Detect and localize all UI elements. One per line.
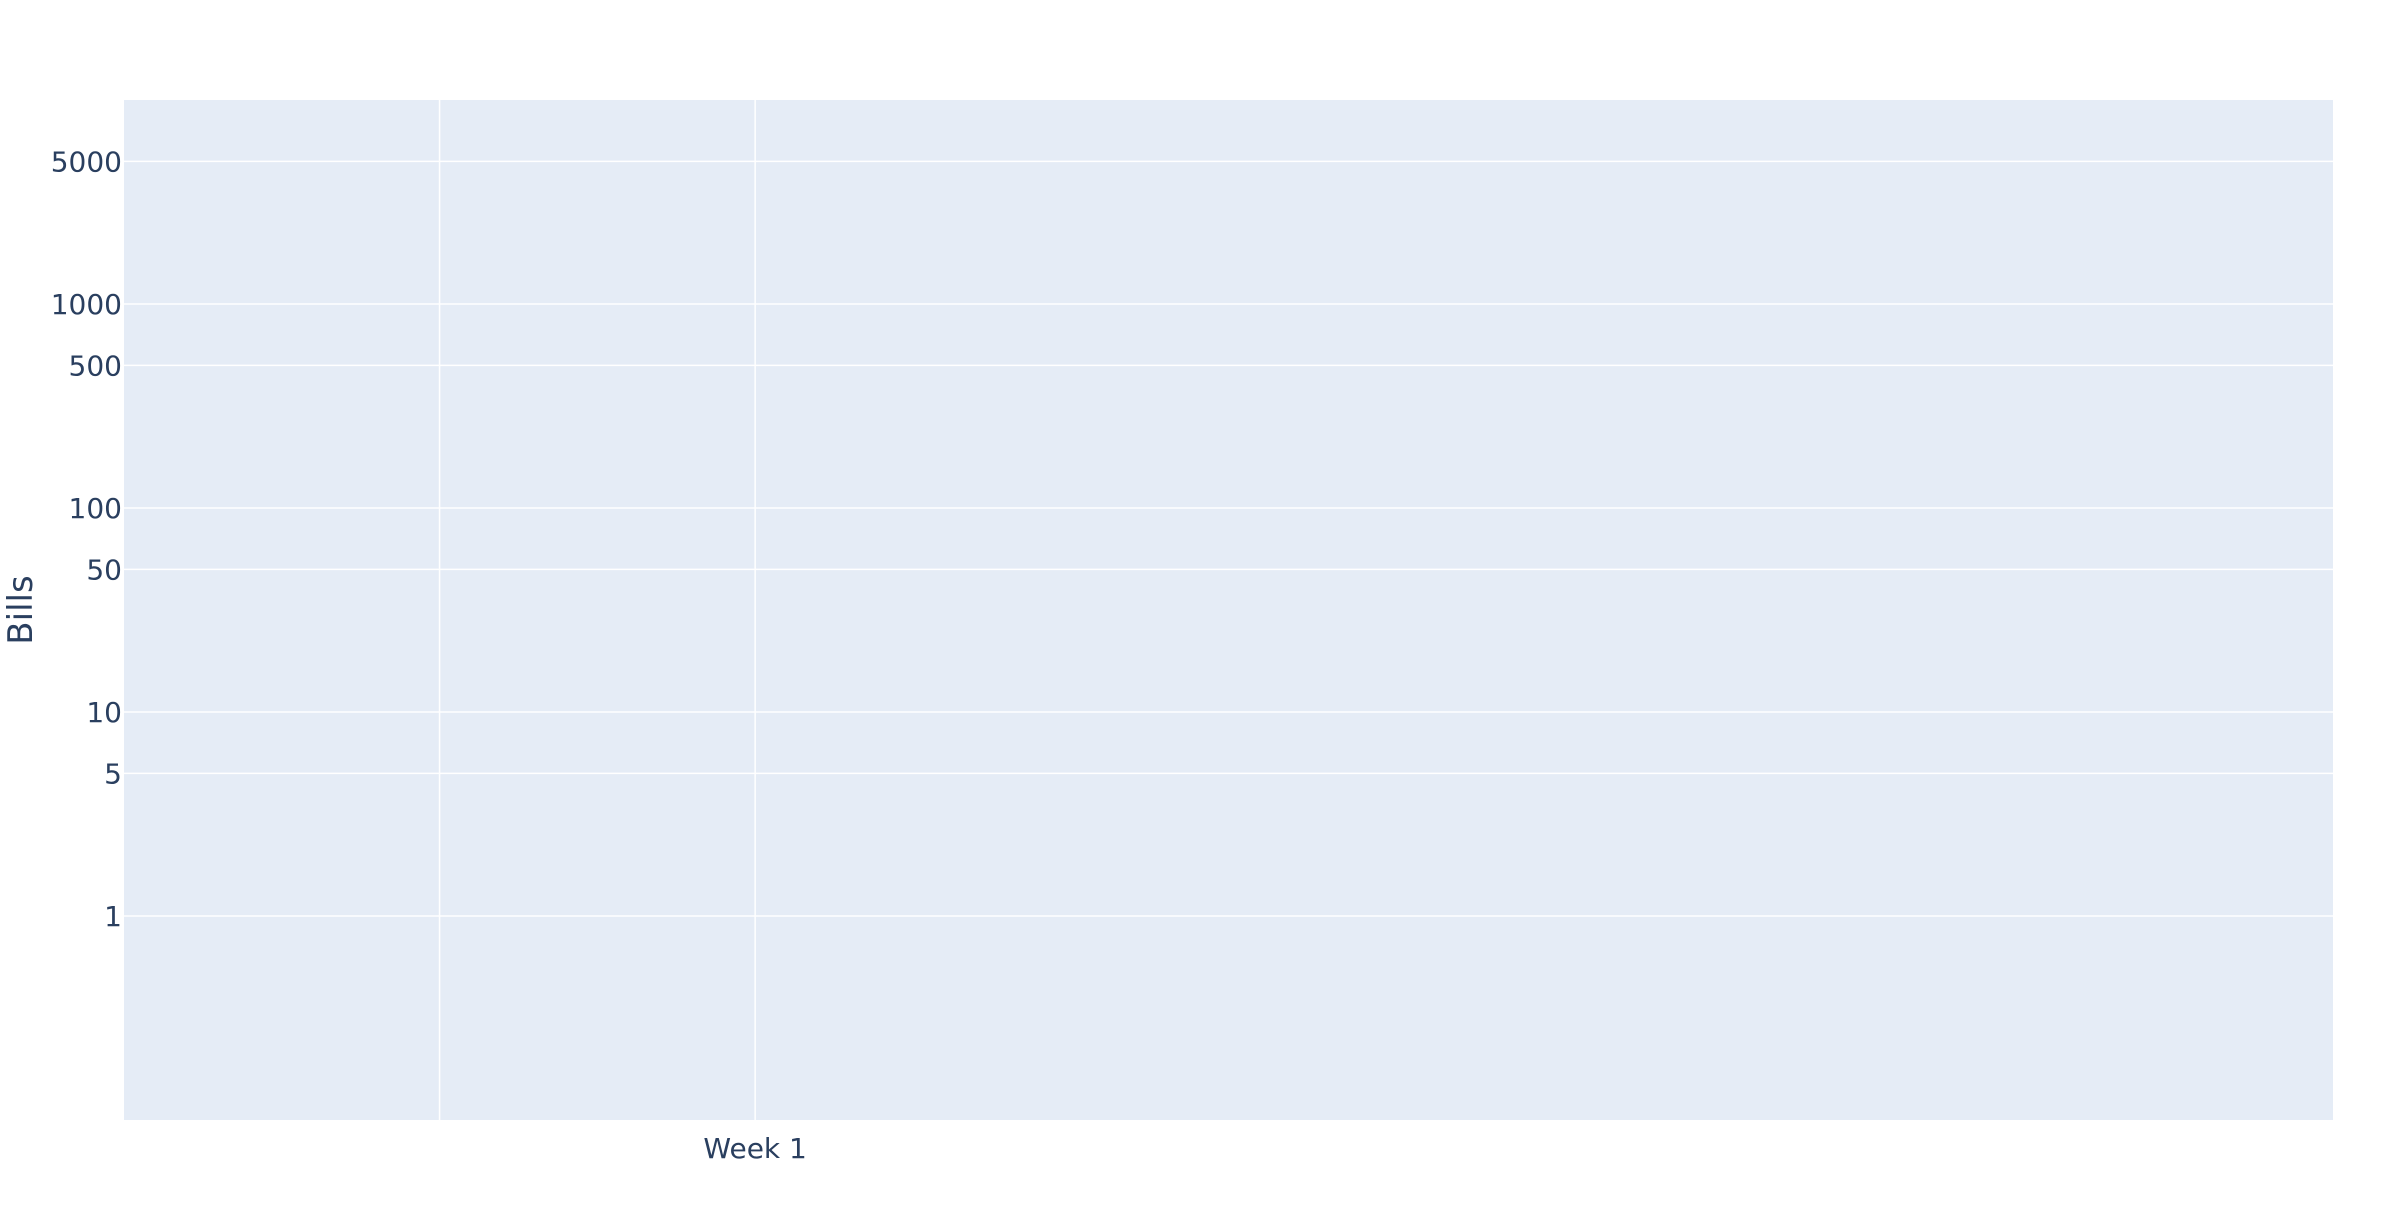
y-tick-label: 10	[86, 696, 122, 729]
x-tick-labels: Week 1	[703, 1132, 806, 1165]
y-axis-title: Bills	[1, 575, 41, 644]
y-gridlines	[124, 160, 2333, 917]
y-tick-labels: 1 5 10 50 100 500 1000 5000	[51, 145, 122, 933]
x-tick-label: Week 1	[703, 1132, 806, 1165]
y-tick-label: 5000	[51, 145, 122, 178]
y-tick-label: 50	[86, 553, 122, 586]
plot-area	[124, 100, 2333, 1120]
y-tick-label: 500	[69, 349, 122, 382]
x-gridlines	[438, 100, 756, 1120]
y-tick-label: 5	[104, 757, 122, 790]
y-tick-label: 100	[69, 492, 122, 525]
y-tick-label: 1000	[51, 288, 122, 321]
y-tick-label: 1	[104, 900, 122, 933]
